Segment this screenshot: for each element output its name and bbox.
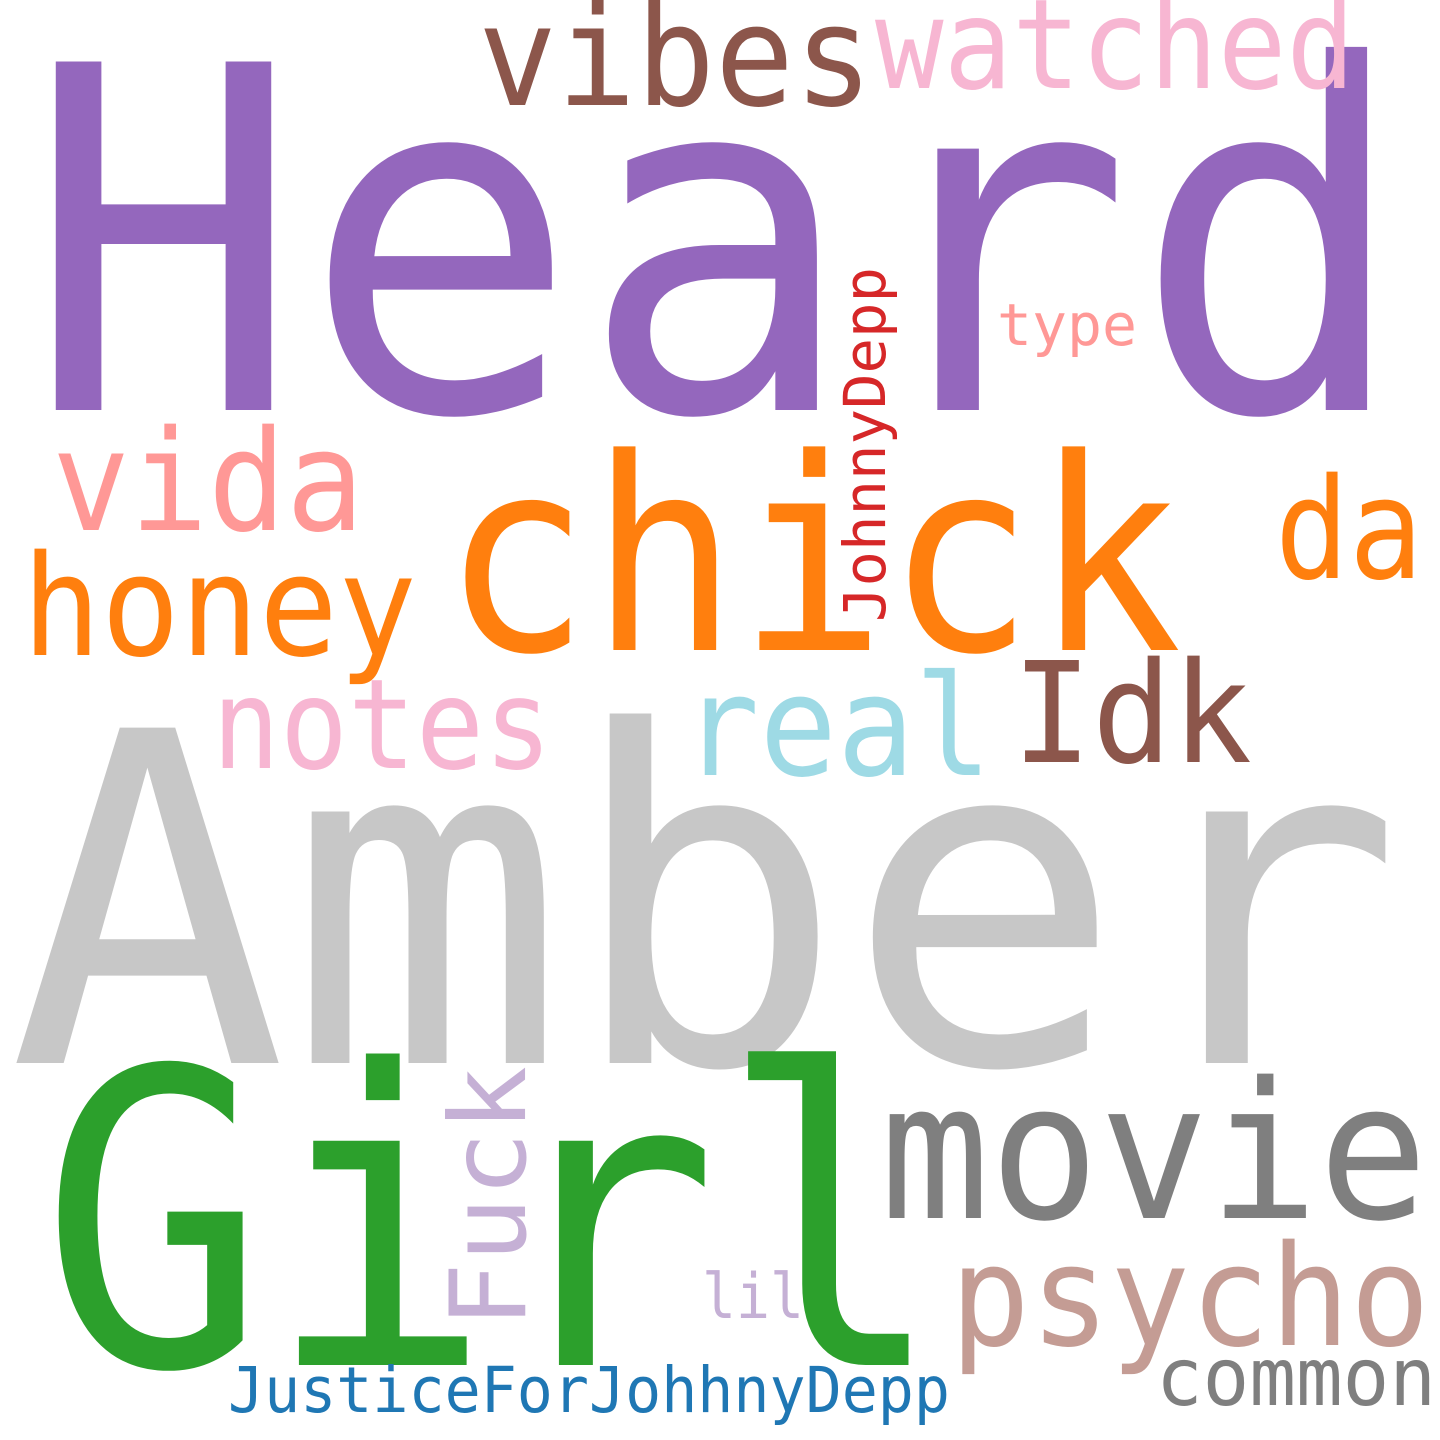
word-honey: honey [22,526,417,689]
word-lil: lil [702,1260,804,1333]
word-common: common [1156,1331,1436,1424]
word-type: type [997,291,1137,359]
word-girl: Girl [40,984,945,1440]
word-movie: movie [880,1042,1428,1263]
word-da: da [1275,449,1423,612]
word-watched: watched [875,0,1355,118]
word-amber: Amber [8,637,1403,1172]
word-justice: JusticeForJohhnyDepp [228,1354,950,1427]
word-johnnydepp: JohnnyDepp [831,267,899,622]
word-real: real [682,646,992,809]
word-heard: Heard [25,0,1410,523]
word-notes: notes [212,653,552,798]
word-fuck: Fuck [428,1066,550,1328]
word-vibes: vibes [478,0,873,139]
word-idk: Idk [1012,633,1252,796]
word-psycho: psycho [950,1216,1430,1379]
word-vida: vida [52,401,364,564]
word-chick: chick [442,402,1182,714]
